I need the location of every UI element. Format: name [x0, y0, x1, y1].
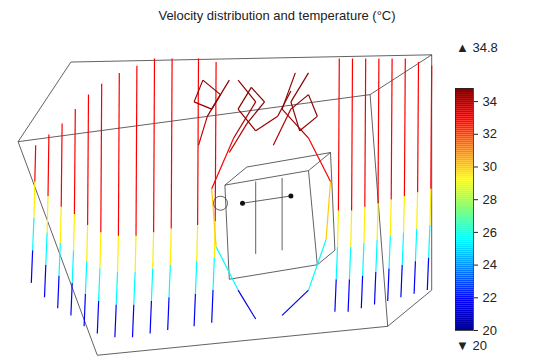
svg-text:28: 28 [483, 192, 497, 207]
svg-text:24: 24 [483, 257, 497, 272]
svg-text:20: 20 [483, 323, 497, 338]
svg-text:32: 32 [483, 126, 497, 141]
svg-text:22: 22 [483, 290, 497, 305]
html-text:Velocity distribution and temp: Velocity distribution and temperature (°… [158, 8, 396, 23]
svg-text:30: 30 [483, 159, 497, 174]
svg-text:26: 26 [483, 225, 497, 240]
html-text:▲ 34.8: ▲ 34.8 [456, 40, 498, 55]
svg-text:34: 34 [483, 94, 497, 109]
html-text:▼ 20: ▼ 20 [456, 338, 487, 353]
